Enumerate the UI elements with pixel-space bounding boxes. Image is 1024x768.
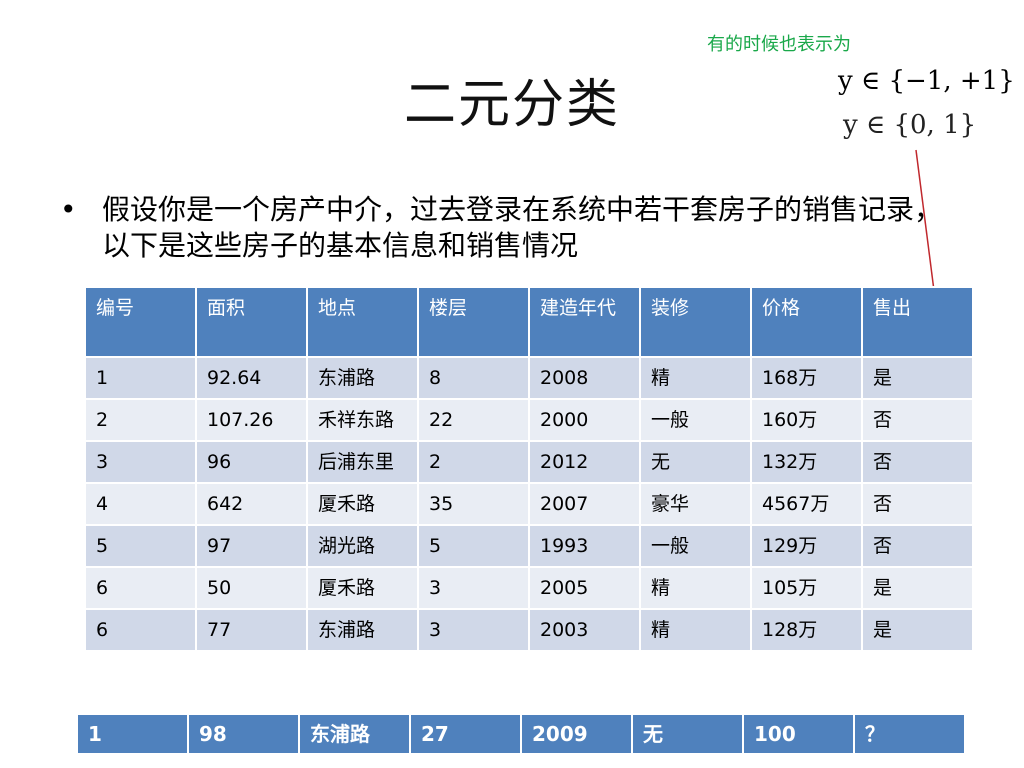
table-cell: 精 (639, 356, 752, 400)
table-cell: 2 (417, 440, 530, 484)
table-cell: 2 (84, 398, 197, 442)
annotation-note: 有的时候也表示为 (707, 34, 851, 55)
slide-title: 二元分类 (403, 75, 620, 135)
header-cell: 价格 (750, 286, 863, 358)
query-cell: 东浦路 (298, 713, 411, 755)
table-cell: 否 (861, 524, 974, 568)
table-cell: 6 (84, 566, 197, 610)
header-cell: 建造年代 (528, 286, 641, 358)
table-row: 4 642 厦禾路 35 2007 豪华 4567万 否 (84, 482, 974, 526)
table-cell: 129万 (750, 524, 863, 568)
table-row: 2 107.26 禾祥东路 22 2000 一般 160万 否 (84, 398, 974, 442)
table-cell: 132万 (750, 440, 863, 484)
bullet-icon: • (60, 193, 77, 226)
table-cell: 96 (195, 440, 308, 484)
query-cell: 1 (76, 713, 189, 755)
header-cell: 装修 (639, 286, 752, 358)
table-cell: 107.26 (195, 398, 308, 442)
header-cell: 地点 (306, 286, 419, 358)
table-cell: 2012 (528, 440, 641, 484)
sales-table: 编号 面积 地点 楼层 建造年代 装修 价格 售出 1 92.64 东浦路 8 … (84, 286, 974, 652)
table-cell: 97 (195, 524, 308, 568)
table-row: 6 50 厦禾路 3 2005 精 105万 是 (84, 566, 974, 610)
math-label-01: y ∈ {0, 1} (843, 110, 977, 140)
bullet-text: 假设你是一个房产中介，过去登录在系统中若干套房子的销售记录，以下是这些房子的基本… (102, 193, 943, 262)
table-cell: 2008 (528, 356, 641, 400)
table-cell: 2007 (528, 482, 641, 526)
table-cell: 1993 (528, 524, 641, 568)
table-cell: 22 (417, 398, 530, 442)
query-cell: 27 (409, 713, 522, 755)
table-cell: 50 (195, 566, 308, 610)
query-cell: 2009 (520, 713, 633, 755)
table-cell: 168万 (750, 356, 863, 400)
table-cell: 精 (639, 566, 752, 610)
bullet-point: • 假设你是一个房产中介，过去登录在系统中若干套房子的销售记录，以下是这些房子的… (60, 192, 960, 264)
table-cell: 一般 (639, 398, 752, 442)
header-cell: 楼层 (417, 286, 530, 358)
table-cell: 禾祥东路 (306, 398, 419, 442)
table-cell: 是 (861, 566, 974, 610)
table-cell: 否 (861, 440, 974, 484)
table-cell: 豪华 (639, 482, 752, 526)
query-cell: 无 (631, 713, 744, 755)
table-cell: 4 (84, 482, 197, 526)
query-cell: 98 (187, 713, 300, 755)
table-cell: 否 (861, 398, 974, 442)
table-cell: 后浦东里 (306, 440, 419, 484)
query-cell: 100 (742, 713, 855, 755)
table-cell: 是 (861, 608, 974, 652)
table-cell: 92.64 (195, 356, 308, 400)
query-row: 1 98 东浦路 27 2009 无 100 ？ (76, 713, 966, 755)
table-cell: 5 (417, 524, 530, 568)
table-cell: 5 (84, 524, 197, 568)
table-header-row: 编号 面积 地点 楼层 建造年代 装修 价格 售出 (84, 286, 974, 358)
table-cell: 4567万 (750, 482, 863, 526)
query-cell: ？ (853, 713, 966, 755)
table-row: 1 92.64 东浦路 8 2008 精 168万 是 (84, 356, 974, 400)
query-row-table: 1 98 东浦路 27 2009 无 100 ？ (76, 713, 966, 755)
table-cell: 2005 (528, 566, 641, 610)
table-cell: 77 (195, 608, 308, 652)
table-row: 5 97 湖光路 5 1993 一般 129万 否 (84, 524, 974, 568)
header-cell: 面积 (195, 286, 308, 358)
table-cell: 精 (639, 608, 752, 652)
table-cell: 东浦路 (306, 356, 419, 400)
table-cell: 160万 (750, 398, 863, 442)
table-row: 6 77 东浦路 3 2003 精 128万 是 (84, 608, 974, 652)
table-cell: 2003 (528, 608, 641, 652)
table-cell: 8 (417, 356, 530, 400)
table-cell: 东浦路 (306, 608, 419, 652)
table-cell: 厦禾路 (306, 482, 419, 526)
table-cell: 厦禾路 (306, 566, 419, 610)
table-cell: 无 (639, 440, 752, 484)
table-cell: 3 (417, 566, 530, 610)
table-cell: 湖光路 (306, 524, 419, 568)
table-cell: 3 (417, 608, 530, 652)
table-cell: 128万 (750, 608, 863, 652)
table-cell: 105万 (750, 566, 863, 610)
table-cell: 6 (84, 608, 197, 652)
table-row: 3 96 后浦东里 2 2012 无 132万 否 (84, 440, 974, 484)
table-cell: 一般 (639, 524, 752, 568)
table-cell: 是 (861, 356, 974, 400)
table-cell: 3 (84, 440, 197, 484)
header-cell: 编号 (84, 286, 197, 358)
table-cell: 1 (84, 356, 197, 400)
table-cell: 642 (195, 482, 308, 526)
table-cell: 2000 (528, 398, 641, 442)
header-cell: 售出 (861, 286, 974, 358)
table-cell: 否 (861, 482, 974, 526)
math-label-pm1: y ∈ {−1, +1} (838, 66, 1015, 96)
table-cell: 35 (417, 482, 530, 526)
